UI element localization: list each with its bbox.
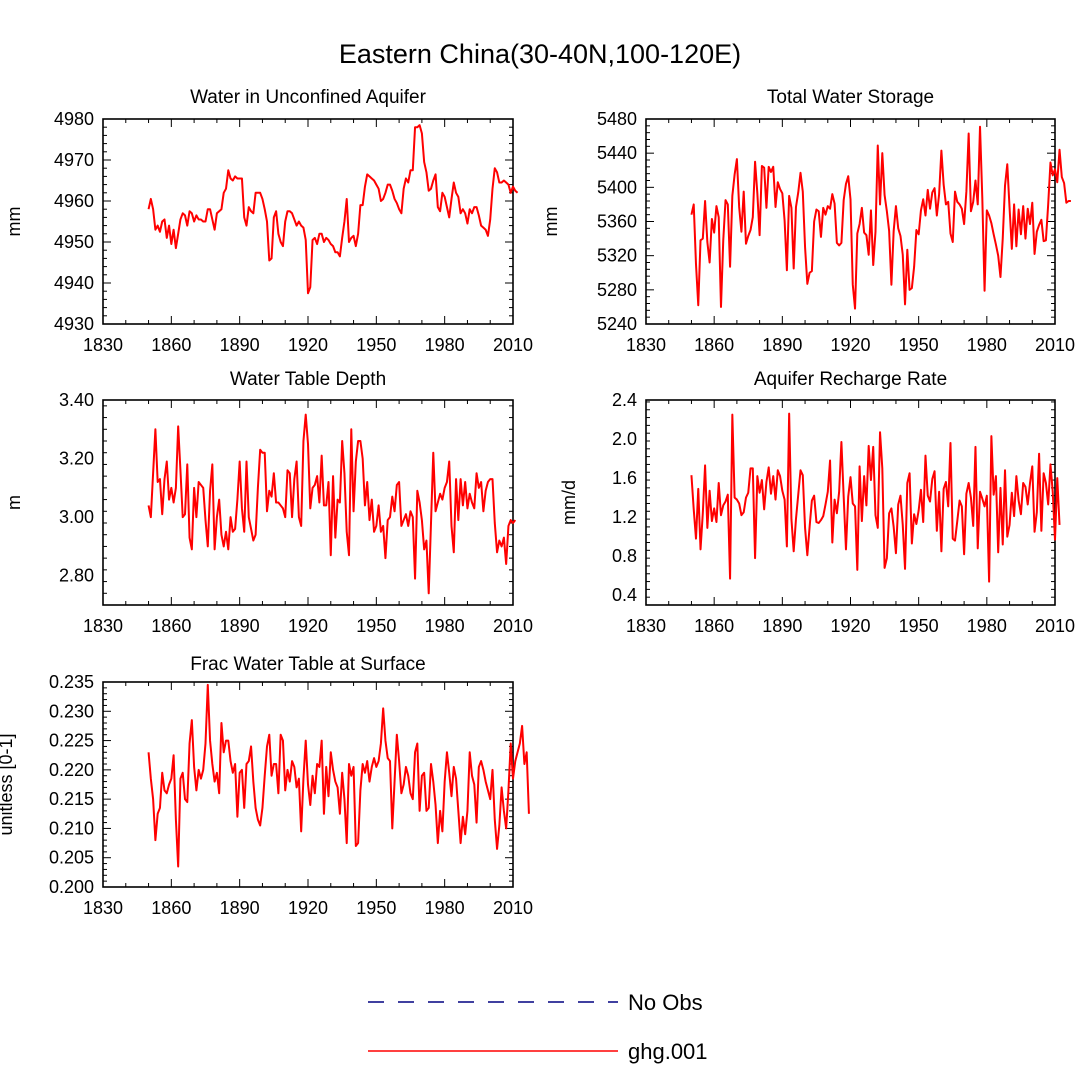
y-tick-label: 5360 [597, 212, 637, 232]
series-line-ghg.001 [147, 413, 517, 595]
x-tick-label: 1980 [425, 898, 465, 918]
y-tick-label: 0.4 [612, 585, 637, 605]
x-tick-label: 1950 [356, 616, 396, 636]
x-tick-label: 1890 [762, 616, 802, 636]
x-tick-label: 2010 [1035, 616, 1075, 636]
x-tick-label: 1950 [356, 898, 396, 918]
x-tick-label: 1920 [288, 335, 328, 355]
y-tick-label: 0.205 [49, 848, 94, 868]
y-tick-label: 0.200 [49, 877, 94, 897]
x-tick-label: 1920 [830, 335, 870, 355]
y-tick-label: 2.80 [59, 566, 94, 586]
x-tick-label: 1860 [151, 335, 191, 355]
panel-title: Total Water Storage [767, 87, 934, 108]
y-tick-label: 0.210 [49, 818, 94, 838]
x-tick-label: 1980 [425, 335, 465, 355]
x-tick-label: 1860 [694, 616, 734, 636]
x-tick-label: 1830 [83, 616, 123, 636]
y-tick-label: 4960 [54, 191, 94, 211]
x-tick-label: 2010 [493, 335, 533, 355]
y-tick-label: 4970 [54, 150, 94, 170]
legend-ghg-label: ghg.001 [628, 1039, 708, 1064]
x-tick-label: 1830 [626, 335, 666, 355]
series-line-ghg.001 [147, 683, 530, 868]
y-axis-label: mm/d [559, 480, 579, 525]
y-tick-label: 0.220 [49, 760, 94, 780]
x-tick-label: 1890 [762, 335, 802, 355]
panel-5: 1830 1860 1890 1920 1950 1980 2010 0.200 0.205 0.… [0, 654, 533, 918]
x-tick-label: 1890 [220, 616, 260, 636]
x-tick-label: 1830 [83, 898, 123, 918]
panel-title: Aquifer Recharge Rate [754, 369, 947, 390]
panel-4: 1830 1860 1890 1920 1950 1980 2010 0.4 0.8 1.2 1.6… [559, 369, 1075, 636]
y-tick-label: 4930 [54, 314, 94, 334]
x-tick-label: 1890 [220, 898, 260, 918]
x-tick-label: 1980 [967, 335, 1007, 355]
y-tick-label: 1.2 [612, 507, 637, 527]
x-tick-label: 2010 [1035, 335, 1075, 355]
x-tick-label: 1830 [83, 335, 123, 355]
panel-3: 1830 1860 1890 1920 1950 1980 2010 2.80 3.00 3.20… [4, 369, 533, 636]
x-tick-label: 1920 [288, 898, 328, 918]
x-tick-label: 1860 [151, 616, 191, 636]
panels: 1830 1860 1890 1920 1950 1980 2010 4930 4940 4950… [0, 87, 1075, 918]
y-tick-label: 5480 [597, 109, 637, 129]
y-tick-label: 2.0 [612, 429, 637, 449]
panel-title: Water in Unconfined Aquifer [190, 87, 427, 108]
y-tick-label: 0.235 [49, 672, 94, 692]
y-tick-label: 3.20 [59, 449, 94, 469]
series-line-ghg.001 [147, 124, 519, 295]
x-tick-label: 1950 [899, 335, 939, 355]
y-tick-label: 0.230 [49, 701, 94, 721]
x-tick-label: 1830 [626, 616, 666, 636]
y-tick-label: 5320 [597, 246, 637, 266]
x-tick-label: 1920 [288, 616, 328, 636]
x-tick-label: 2010 [493, 616, 533, 636]
y-tick-label: 5400 [597, 177, 637, 197]
x-tick-label: 1950 [356, 335, 396, 355]
main-title: Eastern China(30-40N,100-120E) [339, 39, 741, 69]
y-tick-label: 4950 [54, 232, 94, 252]
y-tick-label: 4940 [54, 273, 94, 293]
panel-1: 1830 1860 1890 1920 1950 1980 2010 4930 4940 4950… [4, 87, 533, 355]
y-tick-label: 2.4 [612, 390, 637, 410]
x-tick-label: 1980 [425, 616, 465, 636]
x-tick-label: 1920 [830, 616, 870, 636]
y-axis-label: unitless [0-1] [0, 733, 16, 835]
y-tick-label: 0.8 [612, 546, 637, 566]
y-tick-label: 4980 [54, 109, 94, 129]
series-line-ghg.001 [690, 125, 1071, 310]
x-tick-label: 1890 [220, 335, 260, 355]
x-tick-label: 1860 [694, 335, 734, 355]
x-tick-label: 1950 [899, 616, 939, 636]
y-tick-label: 1.6 [612, 468, 637, 488]
y-tick-label: 3.00 [59, 507, 94, 527]
panel-title: Frac Water Table at Surface [190, 654, 426, 675]
y-tick-label: 5280 [597, 280, 637, 300]
y-tick-label: 5240 [597, 314, 637, 334]
y-tick-label: 0.225 [49, 731, 94, 751]
panel-title: Water Table Depth [230, 369, 386, 390]
y-tick-label: 5440 [597, 143, 637, 163]
x-tick-label: 2010 [493, 898, 533, 918]
y-axis-label: mm [541, 207, 561, 237]
y-tick-label: 0.215 [49, 789, 94, 809]
series-line-ghg.001 [690, 412, 1061, 583]
panel-2: 1830 1860 1890 1920 1950 1980 2010 5240 5280 5320… [541, 87, 1075, 355]
y-axis-label: mm [4, 207, 24, 237]
y-tick-label: 3.40 [59, 390, 94, 410]
y-axis-label: m [4, 495, 24, 510]
legend-no-obs-label: No Obs [628, 990, 703, 1015]
x-tick-label: 1860 [151, 898, 191, 918]
legend: No Obs ghg.001 [368, 990, 708, 1064]
x-tick-label: 1980 [967, 616, 1007, 636]
